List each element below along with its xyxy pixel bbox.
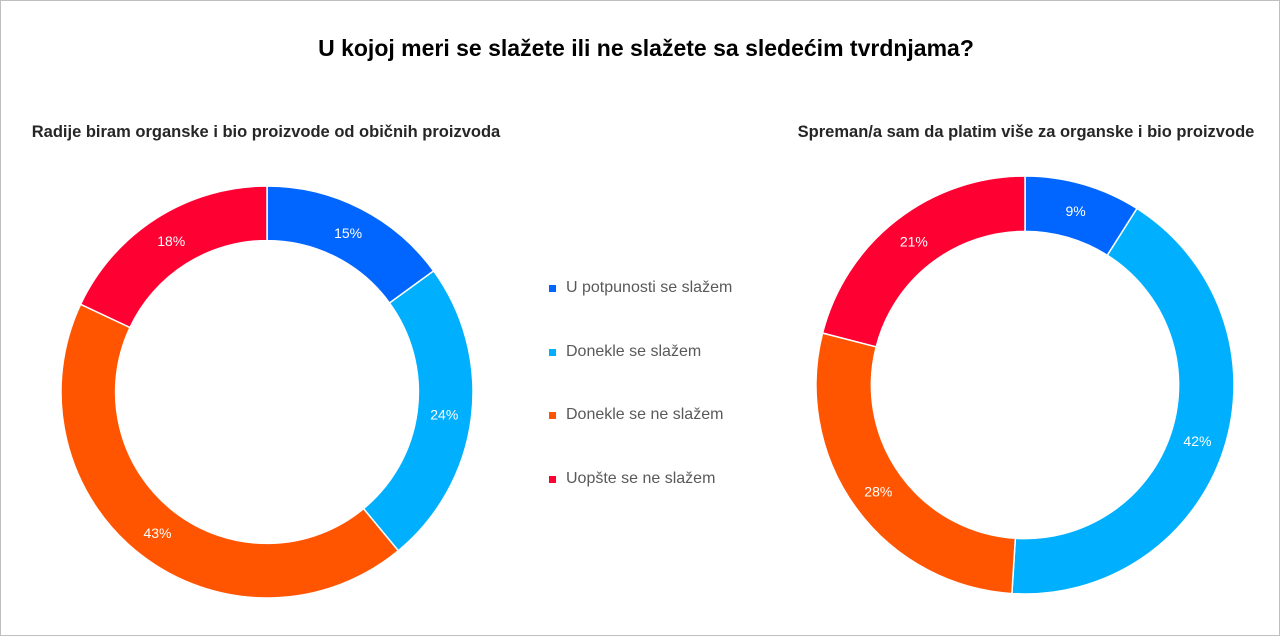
legend-swatch-uopste-se-ne-slazem: [549, 475, 556, 483]
donut-slice-left-donekle-se-ne-slazem: [60, 303, 400, 599]
data-label-left-donekle-se-ne-slazem: 43%: [143, 525, 171, 541]
legend-swatch-donekle-se-ne-slazem: [549, 412, 556, 419]
legend-item-donekle-se-ne-slazem: Donekle se ne slažem: [549, 404, 769, 426]
legend-swatch-potpuno: [549, 285, 556, 292]
legend-item-potpuno: U potpunosti se slažem: [549, 277, 769, 299]
data-label-right-donekle-se-ne-slazem: 28%: [864, 484, 892, 500]
donut-slice-right-donekle-se-slazem: [1011, 207, 1235, 595]
donut-slice-left-potpuno: [266, 185, 435, 305]
data-label-right-uopste-se-ne-slazem: 21%: [900, 234, 928, 250]
chart-title-left: Radije biram organske i bio proizvode od…: [31, 123, 501, 141]
donut-chart-left: 15% 24% 43% 18%: [60, 185, 474, 599]
donut-slice-right-donekle-se-ne-slazem: [815, 332, 1017, 595]
data-label-left-potpuno: 15%: [334, 225, 362, 241]
legend-swatch-donekle-se-slazem: [549, 348, 556, 356]
donut-slice-left-uopste-se-ne-slazem: [79, 185, 268, 329]
legend-item-donekle-se-slazem: Donekle se slažem: [549, 341, 769, 363]
legend-label-uopste-se-ne-slazem: Uopšte se ne slažem: [566, 469, 716, 487]
donut-slice-right-uopste-se-ne-slazem: [821, 175, 1026, 348]
legend-label-donekle-se-ne-slazem: Donekle se ne slažem: [566, 406, 724, 423]
chart-title-right: Spreman/a sam da platim više za organske…: [797, 123, 1255, 141]
legend: U potpunosti se slažem Donekle se slažem…: [549, 277, 769, 531]
legend-label-potpuno: U potpunosti se slažem: [566, 279, 733, 296]
donut-chart-right: 9% 42% 28% 21%: [815, 175, 1235, 595]
data-label-left-uopste-se-ne-slazem: 18%: [157, 233, 185, 249]
data-label-left-donekle-se-slazem: 24%: [430, 406, 458, 422]
data-label-right-potpuno: 9%: [1065, 203, 1085, 219]
main-title: U kojoj meri se slažete ili ne slažete s…: [318, 35, 974, 61]
legend-item-uopste-se-ne-slazem: Uopšte se ne slažem: [549, 468, 769, 490]
legend-label-donekle-se-slazem: Donekle se slažem: [566, 342, 702, 360]
data-label-right-donekle-se-slazem: 42%: [1183, 433, 1211, 449]
